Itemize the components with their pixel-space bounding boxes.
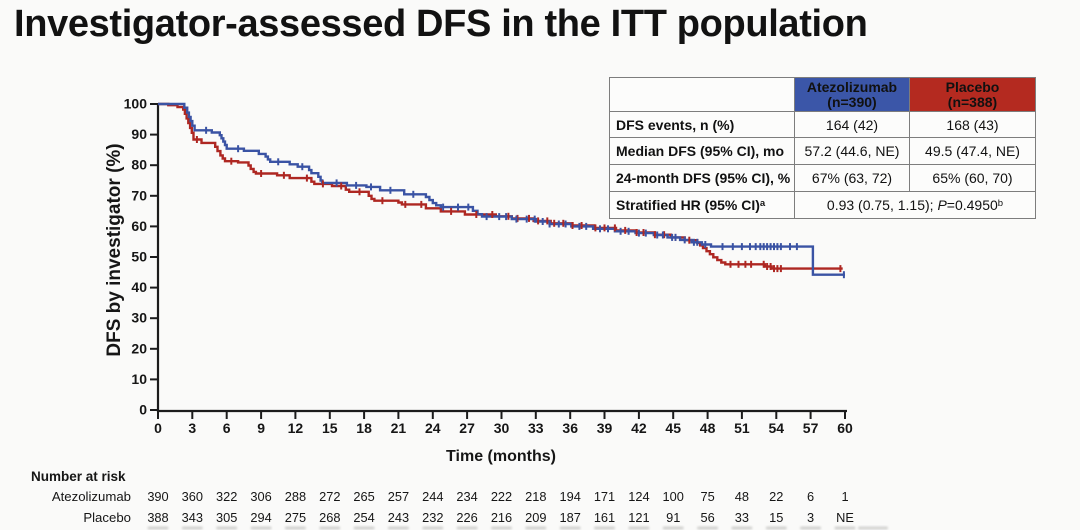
svg-text:100: 100 <box>124 96 148 112</box>
svg-text:DFS by investigator (%): DFS by investigator (%) <box>104 143 125 356</box>
svg-text:6: 6 <box>223 420 231 436</box>
svg-text:222: 222 <box>491 489 512 504</box>
svg-text:268: 268 <box>319 510 340 525</box>
svg-text:33: 33 <box>528 420 544 436</box>
svg-text:1: 1 <box>841 489 848 504</box>
svg-text:42: 42 <box>631 420 647 436</box>
svg-text:194: 194 <box>560 489 581 504</box>
svg-text:209: 209 <box>525 510 546 525</box>
svg-text:360: 360 <box>182 489 203 504</box>
svg-text:30: 30 <box>494 420 510 436</box>
svg-text:48: 48 <box>700 420 716 436</box>
svg-text:121: 121 <box>628 510 649 525</box>
svg-text:Time (months): Time (months) <box>446 448 556 465</box>
svg-text:18: 18 <box>356 420 372 436</box>
svg-text:15: 15 <box>769 510 783 525</box>
svg-text:124: 124 <box>628 489 649 504</box>
svg-text:306: 306 <box>250 489 271 504</box>
svg-text:36: 36 <box>562 420 578 436</box>
svg-text:294: 294 <box>250 510 271 525</box>
svg-text:187: 187 <box>560 510 581 525</box>
svg-text:20: 20 <box>131 340 147 356</box>
svg-text:265: 265 <box>353 489 374 504</box>
svg-text:50: 50 <box>131 249 147 265</box>
svg-text:39: 39 <box>597 420 613 436</box>
svg-text:75: 75 <box>700 489 714 504</box>
svg-text:90: 90 <box>131 126 147 142</box>
svg-text:257: 257 <box>388 489 409 504</box>
svg-text:NE: NE <box>836 510 854 525</box>
svg-text:100: 100 <box>663 489 684 504</box>
svg-text:288: 288 <box>285 489 306 504</box>
svg-text:6: 6 <box>807 489 814 504</box>
svg-text:Atezolizumab: Atezolizumab <box>52 489 131 504</box>
svg-text:390: 390 <box>147 489 168 504</box>
svg-text:30: 30 <box>131 310 147 326</box>
svg-text:388: 388 <box>147 510 168 525</box>
svg-text:80: 80 <box>131 157 147 173</box>
svg-text:Placebo: Placebo <box>83 510 131 525</box>
svg-text:218: 218 <box>525 489 546 504</box>
svg-text:243: 243 <box>388 510 409 525</box>
svg-text:21: 21 <box>391 420 407 436</box>
svg-text:24: 24 <box>425 420 441 436</box>
svg-text:171: 171 <box>594 489 615 504</box>
svg-text:161: 161 <box>594 510 615 525</box>
svg-text:60: 60 <box>837 420 853 436</box>
svg-text:232: 232 <box>422 510 443 525</box>
svg-text:15: 15 <box>322 420 338 436</box>
svg-text:343: 343 <box>182 510 203 525</box>
svg-text:244: 244 <box>422 489 443 504</box>
svg-text:33: 33 <box>735 510 749 525</box>
svg-text:22: 22 <box>769 489 783 504</box>
svg-text:12: 12 <box>288 420 304 436</box>
svg-text:40: 40 <box>131 279 147 295</box>
svg-text:254: 254 <box>353 510 374 525</box>
svg-text:70: 70 <box>131 187 147 203</box>
svg-text:0: 0 <box>139 402 147 418</box>
svg-text:56: 56 <box>700 510 714 525</box>
svg-text:27: 27 <box>459 420 475 436</box>
svg-text:91: 91 <box>666 510 680 525</box>
svg-text:Number at risk: Number at risk <box>31 469 126 484</box>
svg-text:3: 3 <box>188 420 196 436</box>
svg-text:275: 275 <box>285 510 306 525</box>
svg-text:60: 60 <box>131 218 147 234</box>
svg-text:51: 51 <box>734 420 750 436</box>
svg-text:216: 216 <box>491 510 512 525</box>
svg-text:226: 226 <box>456 510 477 525</box>
svg-text:9: 9 <box>257 420 265 436</box>
svg-text:57: 57 <box>803 420 819 436</box>
svg-text:0: 0 <box>154 420 162 436</box>
svg-text:305: 305 <box>216 510 237 525</box>
svg-text:3: 3 <box>807 510 814 525</box>
svg-text:48: 48 <box>735 489 749 504</box>
svg-text:322: 322 <box>216 489 237 504</box>
svg-text:272: 272 <box>319 489 340 504</box>
svg-text:54: 54 <box>769 420 785 436</box>
svg-text:234: 234 <box>456 489 477 504</box>
svg-text:10: 10 <box>131 371 147 387</box>
svg-text:45: 45 <box>665 420 681 436</box>
